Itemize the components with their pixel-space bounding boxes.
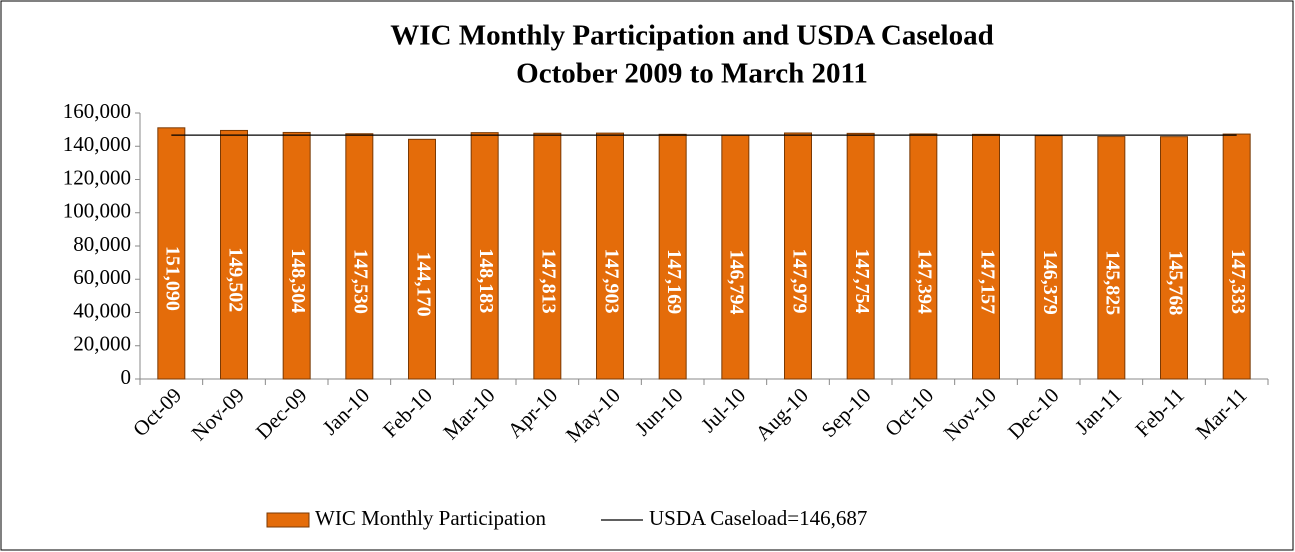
value-label: 145,768 (1164, 250, 1186, 315)
bar (784, 132, 812, 380)
y-tick-label: 160,000 (63, 99, 131, 123)
value-label: 147,394 (914, 249, 936, 314)
chart-subtitle: October 2009 to March 2011 (516, 58, 868, 90)
bar (596, 132, 624, 380)
y-tick-label: 80,000 (73, 232, 131, 256)
bar (658, 133, 687, 380)
bar (721, 134, 750, 380)
value-label: 147,530 (350, 249, 372, 314)
legend-label: USDA Caseload=146,687 (649, 506, 867, 530)
bar (972, 133, 1000, 380)
legend-swatch (266, 512, 310, 528)
bar (282, 131, 311, 380)
value-label: 151,090 (162, 246, 184, 311)
bar (533, 132, 562, 380)
value-label: 147,169 (663, 249, 685, 314)
y-tick-label: 20,000 (73, 332, 131, 356)
bar (470, 132, 499, 380)
bar (1222, 133, 1251, 380)
value-label: 147,333 (1227, 249, 1249, 314)
bar (1034, 135, 1063, 380)
bar (1160, 136, 1188, 380)
legend-label: WIC Monthly Participation (315, 506, 546, 530)
value-label: 148,304 (287, 248, 309, 313)
y-tick-label: 0 (121, 365, 132, 389)
bar (1097, 136, 1126, 380)
y-tick-label: 140,000 (63, 132, 131, 156)
value-label: 148,183 (475, 248, 497, 313)
bar (909, 133, 938, 380)
bar (345, 133, 374, 380)
value-label: 145,825 (1102, 250, 1124, 315)
y-tick-label: 120,000 (63, 165, 131, 189)
chart-title: WIC Monthly Participation and USDA Casel… (390, 20, 993, 52)
y-tick-label: 60,000 (73, 265, 131, 289)
value-label: 147,813 (538, 249, 560, 314)
y-tick-label: 40,000 (73, 298, 131, 322)
value-label: 146,379 (1039, 250, 1061, 315)
value-label: 147,979 (788, 248, 810, 313)
value-label: 147,754 (851, 249, 873, 314)
bar (846, 132, 875, 380)
value-label: 144,170 (412, 252, 434, 317)
bar (157, 127, 186, 380)
y-tick-label: 100,000 (63, 199, 131, 223)
value-label: 147,157 (976, 249, 998, 314)
bar (220, 129, 248, 380)
value-label: 147,903 (600, 249, 622, 314)
value-label: 146,794 (726, 249, 748, 314)
value-label: 149,502 (224, 247, 246, 312)
bar (408, 138, 436, 380)
